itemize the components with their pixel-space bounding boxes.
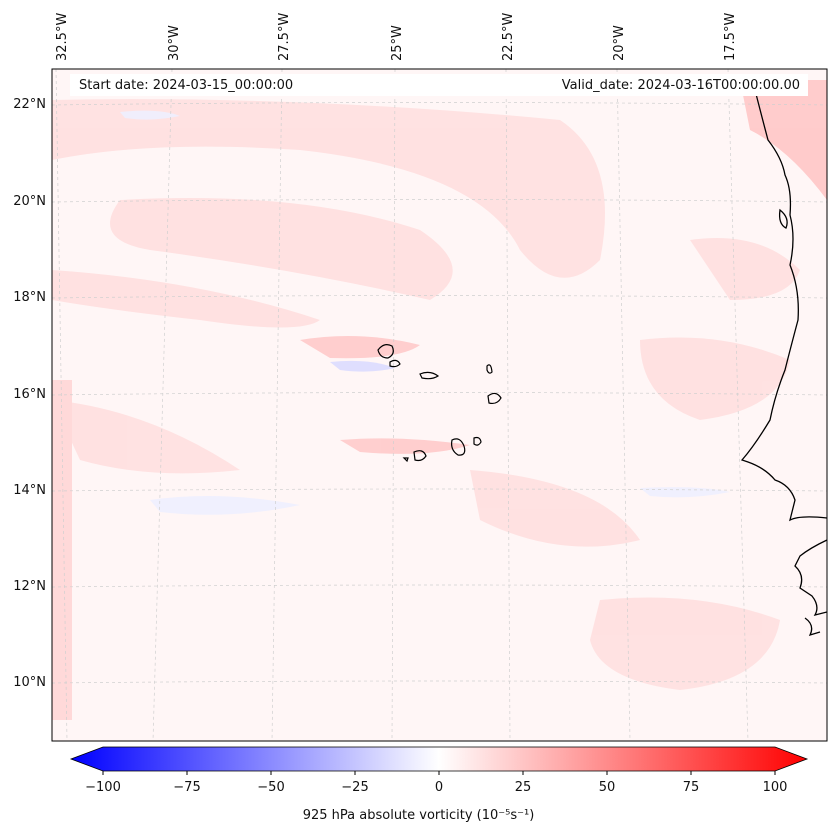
lat-label: 14°N — [13, 483, 46, 498]
lon-label: 20°W — [612, 25, 627, 61]
lon-label: 22.5°W — [501, 12, 516, 61]
lat-label: 22°N — [13, 97, 46, 112]
lon-label: 32.5°W — [55, 12, 70, 61]
lat-label: 18°N — [13, 290, 46, 305]
colorbar-bar — [69, 746, 809, 772]
coastline — [740, 77, 827, 637]
colorbar-tick-label: 50 — [598, 780, 616, 795]
lat-label: 10°N — [13, 675, 46, 690]
lon-label: 17.5°W — [723, 12, 738, 61]
colorbar-tick-label: 0 — [434, 780, 444, 795]
lon-label: 25°W — [390, 25, 405, 61]
negative-vorticity-patches — [120, 110, 730, 515]
lon-label: 30°W — [167, 25, 182, 61]
valid-date-label: Valid_date: 2024-03-16T00:00:00.00 — [561, 78, 800, 93]
lat-label: 16°N — [13, 387, 46, 402]
colorbar-ticks — [102, 771, 776, 775]
vorticity-field — [52, 80, 827, 720]
colorbar-tick-label: 100 — [762, 780, 788, 795]
lat-label: 12°N — [13, 579, 46, 594]
colorbar-tick-label: −100 — [85, 780, 121, 795]
header-strip — [70, 74, 808, 96]
colorbar-tick-label: −50 — [257, 780, 285, 795]
colorbar — [69, 746, 809, 775]
lon-label: 27.5°W — [277, 12, 292, 61]
cabo-verde-islands — [377, 344, 502, 463]
colorbar-tick-label: −25 — [341, 780, 369, 795]
colorbar-title: 925 hPa absolute vorticity (10⁻⁵s⁻¹) — [302, 808, 535, 823]
map-panel — [52, 69, 827, 741]
graticule — [52, 69, 827, 741]
lat-label: 20°N — [13, 194, 46, 209]
colorbar-tick-label: 25 — [514, 780, 532, 795]
colorbar-tick-label: 75 — [682, 780, 700, 795]
start-date-label: Start date: 2024-03-15_00:00:00 — [79, 78, 294, 93]
map-frame — [51, 68, 828, 742]
colorbar-tick-label: −75 — [173, 780, 201, 795]
